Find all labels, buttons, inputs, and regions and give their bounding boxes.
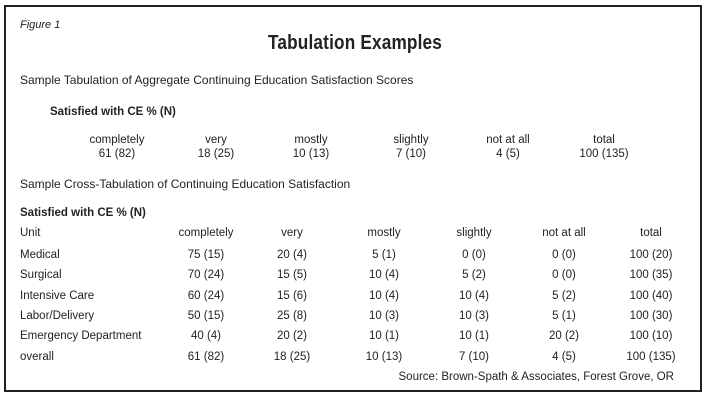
figure-label: Figure 1 xyxy=(20,19,61,31)
table-cell: 20 (2) xyxy=(548,330,580,342)
table-cell: 10 (13) xyxy=(365,351,403,363)
column-header: slightly xyxy=(456,227,492,239)
row-label: Labor/Delivery xyxy=(20,310,95,322)
column-header-unit: Unit xyxy=(20,227,41,239)
aggregate-column-value: 18 (25) xyxy=(197,148,235,160)
aggregate-column: slightly 7 (10) xyxy=(356,133,466,161)
aggregate-column-value: 61 (82) xyxy=(98,148,136,160)
table-cell: 10 (1) xyxy=(458,330,490,342)
aggregate-column: completely 61 (82) xyxy=(62,133,172,161)
table-cell: 5 (1) xyxy=(552,310,576,322)
aggregate-column-label: very xyxy=(205,134,227,146)
source-note: Source: Brown-Spath & Associates, Forest… xyxy=(398,371,674,383)
table-cell: 10 (3) xyxy=(368,310,400,322)
table-cell: 15 (5) xyxy=(276,269,308,281)
aggregate-column-value: 4 (5) xyxy=(496,148,520,160)
figure-frame xyxy=(4,5,702,392)
aggregate-column: very 18 (25) xyxy=(161,133,271,161)
table-cell: 100 (40) xyxy=(629,290,673,302)
column-header: very xyxy=(281,227,303,239)
row-label: Surgical xyxy=(20,269,62,281)
table-cell: 5 (2) xyxy=(552,290,576,302)
table-cell: 100 (30) xyxy=(629,310,673,322)
column-header: mostly xyxy=(367,227,401,239)
table-cell: 5 (2) xyxy=(462,269,486,281)
aggregate-column-value: 100 (135) xyxy=(579,148,629,160)
aggregate-column: not at all 4 (5) xyxy=(453,133,563,161)
table-cell: 10 (1) xyxy=(368,330,400,342)
cross-heading: Satisfied with CE % (N) xyxy=(20,207,146,219)
aggregate-caption: Sample Tabulation of Aggregate Continuin… xyxy=(20,73,414,87)
table-cell: 20 (4) xyxy=(276,249,308,261)
aggregate-column-value: 7 (10) xyxy=(395,148,427,160)
table-cell: 60 (24) xyxy=(187,290,225,302)
table-cell: 0 (0) xyxy=(552,269,576,281)
table-cell: 100 (135) xyxy=(626,351,676,363)
table-cell: 25 (8) xyxy=(276,310,308,322)
table-cell: 10 (4) xyxy=(368,269,400,281)
table-cell: 100 (10) xyxy=(629,330,673,342)
aggregate-column: mostly 10 (13) xyxy=(256,133,366,161)
aggregate-column-value: 10 (13) xyxy=(292,148,330,160)
table-cell: 15 (6) xyxy=(276,290,308,302)
column-header: total xyxy=(640,227,662,239)
table-cell: 18 (25) xyxy=(273,351,311,363)
column-header: not at all xyxy=(542,227,586,239)
aggregate-heading: Satisfied with CE % (N) xyxy=(50,106,176,118)
table-cell: 10 (4) xyxy=(458,290,490,302)
table-cell: 50 (15) xyxy=(187,310,225,322)
table-cell: 0 (0) xyxy=(552,249,576,261)
cross-caption: Sample Cross-Tabulation of Continuing Ed… xyxy=(20,177,351,191)
table-cell: 100 (35) xyxy=(629,269,673,281)
column-header: completely xyxy=(178,227,234,239)
table-cell: 7 (10) xyxy=(458,351,490,363)
table-cell: 75 (15) xyxy=(187,249,225,261)
row-label: Medical xyxy=(20,249,60,261)
table-cell: 4 (5) xyxy=(552,351,576,363)
aggregate-column-label: not at all xyxy=(486,134,530,146)
aggregate-column: total 100 (135) xyxy=(549,133,659,161)
row-label: Intensive Care xyxy=(20,290,95,302)
row-label: overall xyxy=(20,351,54,363)
table-cell: 10 (3) xyxy=(458,310,490,322)
aggregate-column-label: mostly xyxy=(294,134,328,146)
table-cell: 70 (24) xyxy=(187,269,225,281)
table-cell: 40 (4) xyxy=(190,330,222,342)
aggregate-column-label: completely xyxy=(89,134,145,146)
table-cell: 10 (4) xyxy=(368,290,400,302)
aggregate-column-label: total xyxy=(593,134,615,146)
page-title: Tabulation Examples xyxy=(267,32,443,54)
table-cell: 5 (1) xyxy=(372,249,396,261)
table-cell: 20 (2) xyxy=(276,330,308,342)
aggregate-column-label: slightly xyxy=(393,134,429,146)
row-label: Emergency Department xyxy=(20,330,142,342)
table-cell: 0 (0) xyxy=(462,249,486,261)
table-cell: 100 (20) xyxy=(629,249,673,261)
table-cell: 61 (82) xyxy=(187,351,225,363)
